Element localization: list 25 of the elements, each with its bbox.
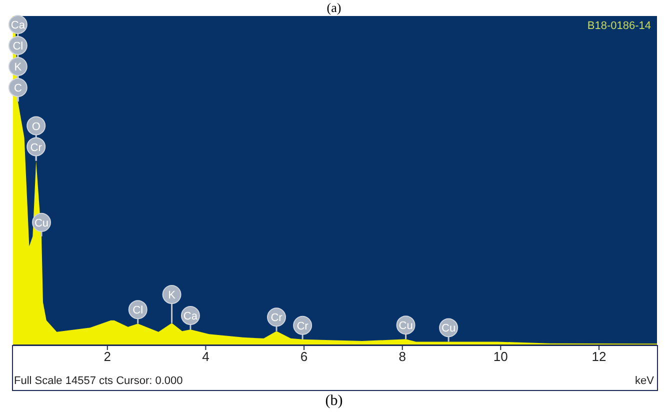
annotation: Cl — [132, 304, 144, 317]
annotation: B18-0186-14 — [587, 20, 651, 32]
x-tick-label: 12 — [592, 349, 606, 364]
x-tick-label: 6 — [300, 349, 308, 364]
x-tick-label: 8 — [398, 349, 406, 364]
x-tick-label: 2 — [104, 349, 112, 364]
annotation: Ca — [183, 310, 198, 323]
annotation: Cu — [398, 320, 413, 332]
annotation: Cu — [34, 217, 49, 230]
annotation: Cr — [30, 142, 42, 154]
text: Full Scale 14557 cts Cursor: 0.000 — [14, 375, 183, 387]
text: (a) — [326, 0, 342, 15]
annotation: O — [32, 120, 41, 133]
text: (b) — [324, 393, 344, 410]
annotation: Cr — [296, 320, 309, 332]
x-tick-label: 10 — [493, 349, 508, 364]
x-tick-label: 4 — [202, 349, 210, 364]
annotation: Cl — [12, 40, 24, 53]
annotation: K — [14, 62, 22, 74]
annotation: Ca — [10, 20, 26, 32]
x-axis-title: keV — [635, 375, 654, 387]
annotation: Cr — [270, 312, 283, 324]
annotation: C — [14, 82, 22, 95]
annotation: Cu — [442, 322, 456, 335]
annotation: K — [168, 290, 176, 302]
